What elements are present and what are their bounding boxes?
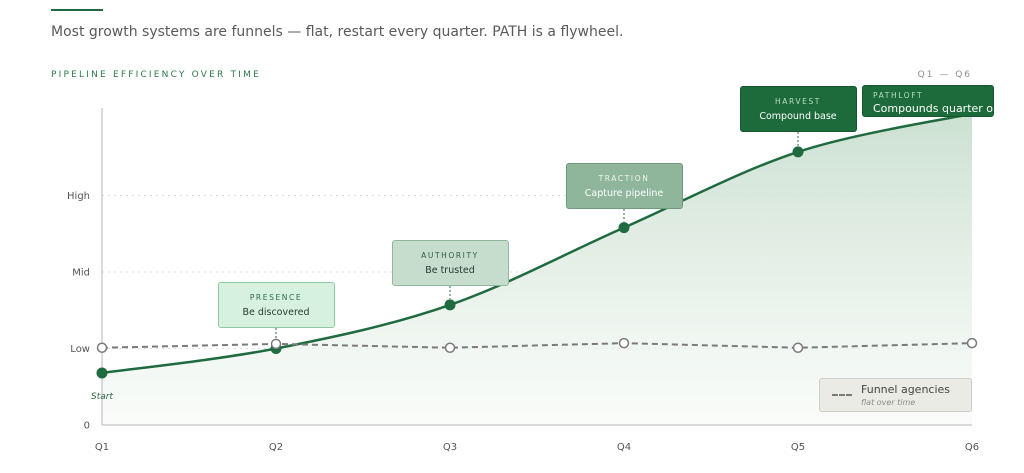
callout-pathloft: PATHLOFT Compounds quarter on bbox=[862, 85, 1001, 117]
x-tick-label-q4: Q4 bbox=[617, 442, 631, 453]
flywheel-line bbox=[101, 112, 973, 375]
funnel-point-q1 bbox=[96, 342, 108, 353]
callout-description: Be trusted bbox=[425, 265, 475, 276]
callout-presence: PRESENCE Be discovered bbox=[217, 282, 335, 328]
intro-text: Most growth systems are funnels — flat, … bbox=[51, 24, 624, 40]
funnel-point-q2 bbox=[270, 338, 282, 350]
callout-stage-label: HARVEST bbox=[775, 97, 821, 106]
legend-series-note: flat over time bbox=[861, 398, 916, 407]
callout-description: Capture pipeline bbox=[584, 188, 664, 199]
chart-title: PIPELINE EFFICIENCY OVER TIME bbox=[51, 70, 261, 80]
start-label: Start bbox=[91, 392, 113, 402]
funnel-point-q6 bbox=[966, 337, 978, 349]
callout-description: Compounds quarter on bbox=[873, 102, 1001, 115]
funnel-point-q3 bbox=[444, 342, 456, 353]
flywheel-point-q4 bbox=[618, 222, 630, 234]
callout-description: Be discovered bbox=[242, 307, 310, 318]
x-tick-label-q3: Q3 bbox=[443, 442, 457, 453]
funnel-point-q5 bbox=[792, 342, 804, 353]
y-tick-label: 0 bbox=[84, 421, 90, 432]
callout-authority: AUTHORITY Be trusted bbox=[391, 240, 509, 286]
flywheel-point-q3 bbox=[444, 299, 456, 311]
legend-series-name: Funnel agencies bbox=[861, 383, 951, 396]
x-tick-label-q5: Q5 bbox=[791, 442, 805, 453]
callout-harvest: HARVEST Compound base bbox=[739, 86, 857, 132]
callout-stage-label: AUTHORITY bbox=[421, 251, 479, 260]
flywheel-point-q1 bbox=[96, 367, 108, 379]
y-tick-label: Low bbox=[70, 344, 90, 355]
callout-stage-label: TRACTION bbox=[598, 174, 650, 183]
legend-dash-swatch bbox=[832, 394, 852, 396]
legend: Funnel agencies flat over time bbox=[819, 378, 972, 412]
funnel-point-q4 bbox=[618, 337, 630, 349]
x-tick-label-q6: Q6 bbox=[965, 442, 979, 453]
flywheel-point-q5 bbox=[792, 146, 804, 158]
callout-traction: TRACTION Capture pipeline bbox=[565, 163, 683, 209]
callout-stage-label: PATHLOFT bbox=[873, 91, 924, 100]
callout-description: Compound base bbox=[759, 111, 837, 122]
funnel-line bbox=[101, 342, 973, 349]
x-tick-label-q1: Q1 bbox=[95, 442, 109, 453]
callout-stage-label: PRESENCE bbox=[249, 293, 303, 302]
range-label: Q1 — Q6 bbox=[917, 70, 972, 80]
y-tick-label: Mid bbox=[72, 268, 90, 279]
x-tick-label-q2: Q2 bbox=[269, 442, 283, 453]
accent-rule bbox=[51, 9, 103, 11]
y-tick-label: High bbox=[67, 191, 90, 202]
